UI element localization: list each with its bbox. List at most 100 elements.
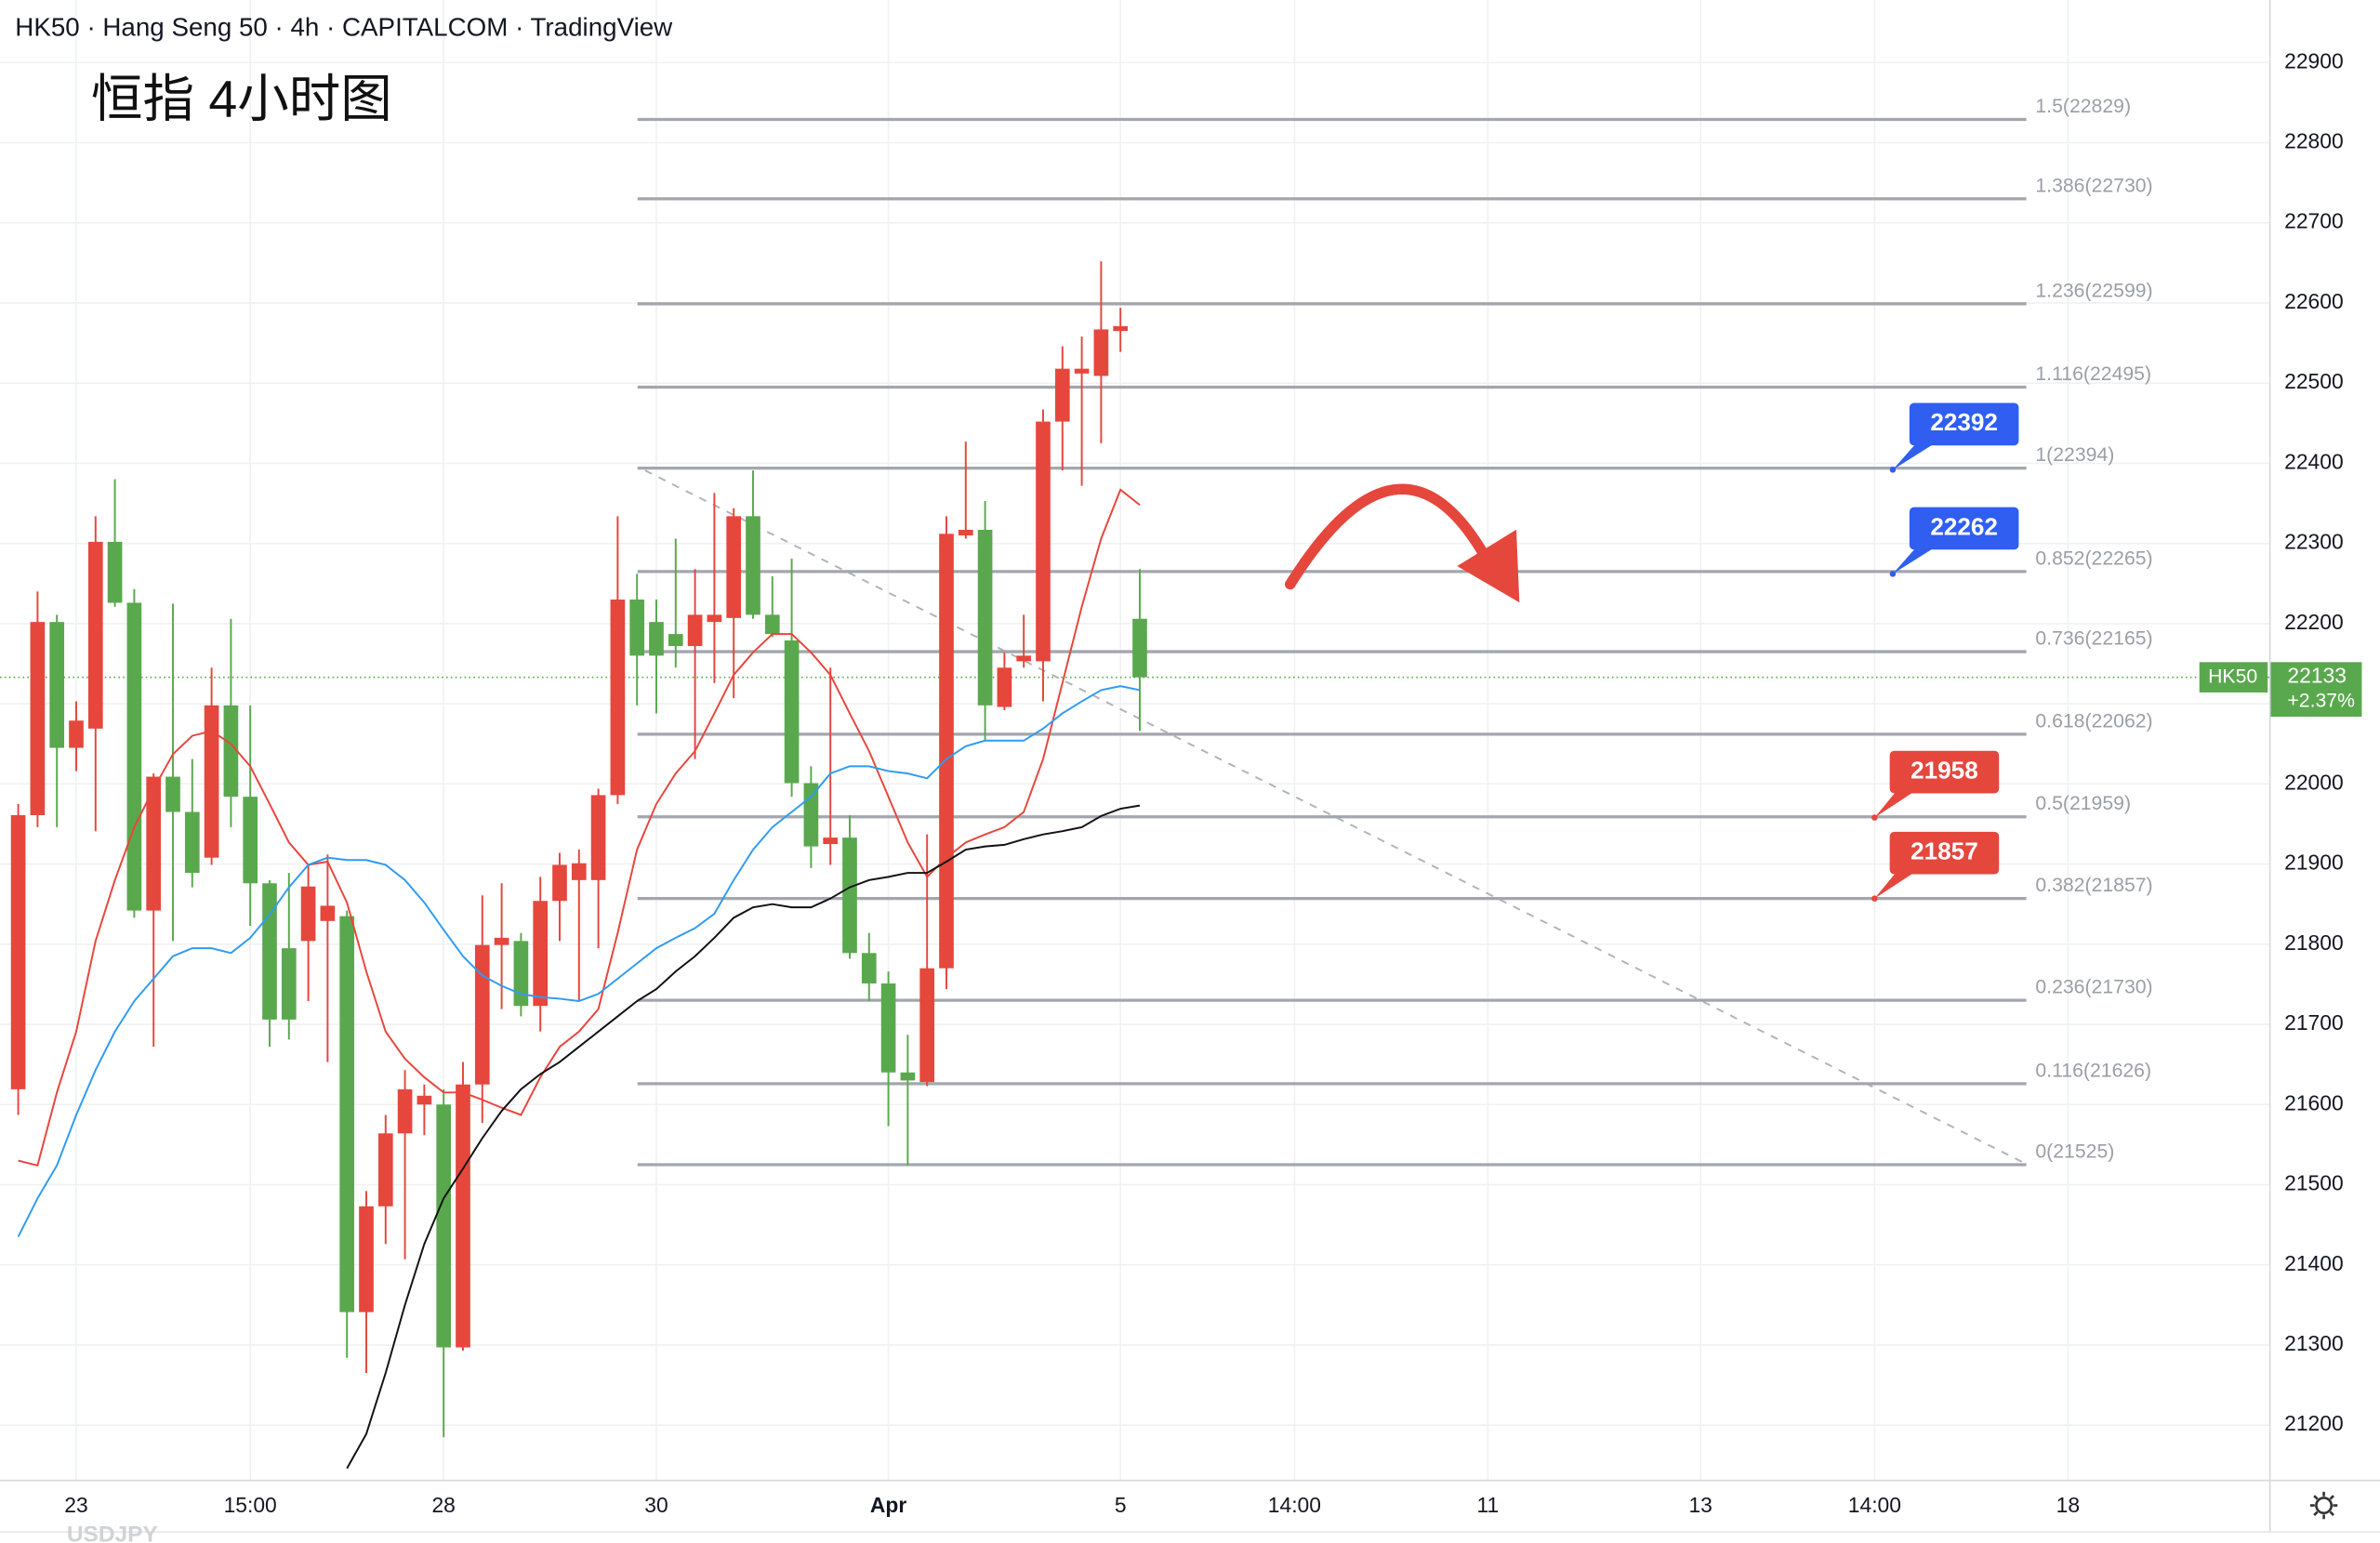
candle-body — [10, 814, 26, 1089]
candle-body — [919, 968, 935, 1083]
candle-body — [552, 864, 567, 902]
settings-icon[interactable] — [2309, 1491, 2338, 1520]
x-tick-label: 23 — [64, 1493, 87, 1517]
candle-body — [436, 1104, 452, 1348]
settings-icon[interactable] — [2309, 1491, 2338, 1520]
candle-body — [1074, 368, 1090, 374]
candle-body — [687, 614, 703, 647]
fib-label: 1(22394) — [2035, 444, 2114, 466]
fib-label: 1.386(22730) — [2035, 175, 2152, 196]
candle-body — [146, 776, 162, 911]
y-tick-label: 22500 — [2284, 369, 2344, 393]
candle-body — [590, 795, 606, 880]
chart-header: HK50 · Hang Seng 50 · 4h · CAPITALCOM · … — [15, 12, 673, 41]
arrow-head — [1457, 529, 1520, 603]
candle-body — [939, 534, 954, 969]
candle-body — [533, 901, 549, 1007]
candle-body — [30, 622, 46, 815]
price-tag-pointer — [1892, 443, 1934, 470]
candle-body — [1016, 655, 1032, 662]
price-tag-anchor — [1889, 467, 1897, 473]
candle-body — [668, 634, 683, 647]
x-tick-label: 13 — [1688, 1493, 1712, 1517]
y-tick-label: 22200 — [2284, 610, 2344, 634]
candle-body — [359, 1206, 374, 1312]
price-tag: 22392 — [1889, 402, 2019, 473]
y-tick-label: 22400 — [2284, 449, 2344, 473]
y-tick-label: 22600 — [2284, 289, 2344, 313]
fib-label: 0.5(21959) — [2035, 793, 2131, 814]
last-price-change: +2.37% — [2287, 690, 2355, 711]
fib-label: 0.236(21730) — [2035, 977, 2152, 998]
candle-body — [880, 983, 896, 1073]
candle-body — [726, 516, 742, 618]
settings-icon[interactable] — [2315, 1497, 2334, 1515]
candle-body — [416, 1095, 432, 1105]
fib-label: 1.236(22599) — [2035, 280, 2152, 301]
fib-label: 0.736(22165) — [2035, 628, 2152, 650]
candle-body — [1132, 618, 1147, 678]
y-tick-label: 21500 — [2284, 1171, 2344, 1195]
candle-body — [1054, 368, 1070, 422]
fib-label: 1.5(22829) — [2035, 96, 2131, 117]
moving-average-line — [18, 488, 1141, 1167]
fib-levels: 1.5(22829) 1.386(22730) 1.236(22599) 1.116(… — [637, 96, 2153, 1167]
price-tag-box — [1889, 750, 2000, 794]
candle-body — [1093, 329, 1109, 376]
candle-body — [494, 937, 509, 945]
arrow — [1285, 483, 1490, 590]
y-tick-label: 21400 — [2284, 1251, 2344, 1275]
x-tick-label: 5 — [1115, 1493, 1127, 1517]
y-tick-label: 21200 — [2284, 1411, 2344, 1435]
last-price-symbol: HK50 — [2208, 666, 2257, 687]
candle-body — [746, 516, 760, 615]
x-tick-label: 30 — [644, 1493, 668, 1517]
candle-body — [513, 941, 529, 1007]
price-tag-pointer — [1874, 872, 1914, 899]
x-tick-label: 11 — [1477, 1493, 1500, 1517]
fib-label: 1.116(22495) — [2035, 363, 2151, 385]
candle-body — [1036, 421, 1051, 662]
fib-label: 0.618(22062) — [2035, 710, 2152, 732]
y-tick-label: 21600 — [2284, 1090, 2344, 1114]
candle-body — [300, 886, 316, 942]
candle-body — [49, 622, 65, 748]
y-tick-label: 22300 — [2284, 530, 2344, 554]
candle-body — [803, 783, 819, 847]
candle-body — [377, 1133, 393, 1207]
candle-body — [184, 811, 200, 874]
price-tag-box — [1889, 831, 2000, 875]
price-tag-label: 22262 — [1930, 512, 1998, 540]
candle-body — [320, 905, 336, 921]
x-tick-label: 18 — [2056, 1493, 2080, 1517]
chart-title: 恒指 4小时图 — [91, 71, 392, 128]
candle-body — [126, 602, 142, 911]
price-tag-pointer — [1874, 791, 1914, 818]
price-tag-box — [1909, 507, 2019, 550]
candle-body — [571, 863, 587, 880]
candle-body — [861, 953, 877, 984]
candle-body — [204, 705, 219, 858]
candle-body — [764, 614, 780, 635]
candle-body — [87, 541, 103, 729]
price-tag: 21958 — [1871, 750, 2000, 821]
candle-body — [649, 622, 664, 656]
candle-body — [629, 600, 645, 656]
price-tag-label: 21857 — [1911, 837, 1978, 865]
y-tick-label: 22000 — [2284, 770, 2344, 794]
candle-body — [456, 1084, 470, 1348]
y-tick-label: 21900 — [2284, 851, 2344, 875]
price-tag-anchor — [1871, 814, 1878, 821]
fib-label: 0.116(21626) — [2035, 1060, 2151, 1081]
candle-body — [707, 614, 722, 623]
candle-body — [958, 529, 973, 536]
candle-body — [610, 600, 626, 796]
x-tick-label: Apr — [870, 1493, 906, 1517]
candle-body — [223, 705, 239, 798]
price-tag-pointer — [1892, 547, 1934, 574]
candle-body — [69, 720, 84, 748]
grid — [0, 0, 2269, 1480]
